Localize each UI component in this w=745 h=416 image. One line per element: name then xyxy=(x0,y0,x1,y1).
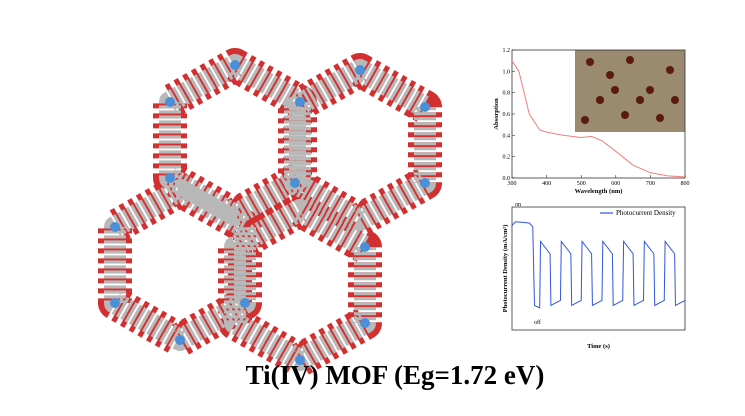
x-tick-label: 300 xyxy=(508,181,517,187)
x-tick-label: 700 xyxy=(646,181,655,187)
y-tick-label: 0.2 xyxy=(503,155,511,161)
y-tick-label: 1.0 xyxy=(503,69,511,75)
x-tick-label: 500 xyxy=(577,181,586,187)
y-axis-label: Absorption xyxy=(493,98,500,130)
x-tick-label: 600 xyxy=(611,181,620,187)
legend-label: Photocurrent Density xyxy=(616,209,676,217)
y-tick-label: 1.2 xyxy=(503,48,511,54)
inset-particles xyxy=(581,56,679,124)
x-tick-label: 800 xyxy=(681,181,690,187)
data-line xyxy=(511,60,686,178)
x-axis-label: Wavelength (nm) xyxy=(575,188,623,195)
y-tick-label: 0.8 xyxy=(503,91,511,97)
y-tick-label: 0.4 xyxy=(503,133,511,139)
plot-frame xyxy=(511,206,686,331)
y-tick-label: 0.0 xyxy=(503,176,511,182)
x-tick-label: 400 xyxy=(542,181,551,187)
data-line xyxy=(511,221,686,309)
x-axis-label: Time (s) xyxy=(587,343,610,350)
y-axis-label: Photocurrent Density (mA/cm²) xyxy=(502,225,509,313)
annotation: on xyxy=(515,202,521,208)
annotation: off xyxy=(534,319,541,326)
mof-structure xyxy=(98,48,442,377)
title: Ti(IV) MOF (Eg=1.72 eV) xyxy=(246,360,545,390)
y-tick-label: 0.6 xyxy=(503,112,511,118)
